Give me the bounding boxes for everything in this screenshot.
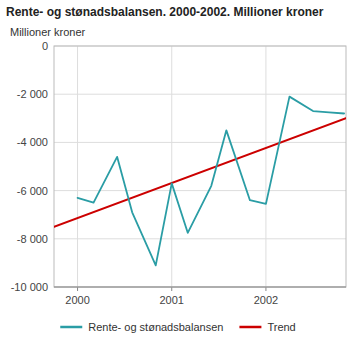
y-tick-label: -6 000 — [17, 185, 48, 197]
x-axis-line — [54, 287, 346, 288]
chart: Rente- og stønadsbalansen. 2000-2002. Mi… — [0, 0, 356, 349]
y-axis-label: Millioner kroner — [10, 26, 86, 38]
series-line — [78, 97, 345, 266]
x-tick — [171, 287, 172, 291]
y-grid-line — [54, 142, 346, 143]
plot-frame — [54, 46, 346, 287]
x-grid-line — [265, 46, 266, 287]
legend-label: Trend — [267, 321, 295, 333]
legend-item: Trend — [239, 321, 295, 333]
data-area — [54, 97, 346, 266]
y-grid-line — [54, 238, 346, 239]
y-grid-line — [54, 94, 346, 95]
y-grid-line — [54, 287, 346, 288]
x-tick — [265, 287, 266, 291]
x-tick-label: 2000 — [65, 294, 89, 306]
x-grid-line — [171, 46, 172, 287]
y-grid-line — [54, 190, 346, 191]
y-tick-label: -4 000 — [17, 136, 48, 148]
x-grid-line — [77, 46, 78, 287]
y-tick-label: -2 000 — [17, 88, 48, 100]
grid — [54, 46, 346, 287]
legend-swatch — [239, 326, 261, 329]
legend-label: Rente- og stønadsbalansen — [88, 321, 223, 333]
x-tick-label: 2001 — [159, 294, 183, 306]
axes: 0 -2 000 -4 000 -6 000 -8 000 -10 000 2000 2001… — [11, 40, 346, 306]
legend: Rente- og stønadsbalansen Trend — [60, 321, 295, 333]
y-tick-label: -8 000 — [17, 233, 48, 245]
title-group: Rente- og stønadsbalansen. 2000-2002. Mi… — [6, 5, 324, 19]
x-tick-label: 2002 — [254, 294, 278, 306]
y-tick-label: 0 — [42, 40, 48, 52]
title: Rente- og stønadsbalansen. 2000-2002. Mi… — [6, 5, 324, 19]
legend-swatch — [60, 326, 82, 329]
legend-item: Rente- og stønadsbalansen — [60, 321, 223, 333]
series-line — [54, 118, 346, 226]
x-tick — [77, 287, 78, 291]
y-tick-label: -10 000 — [11, 281, 48, 293]
